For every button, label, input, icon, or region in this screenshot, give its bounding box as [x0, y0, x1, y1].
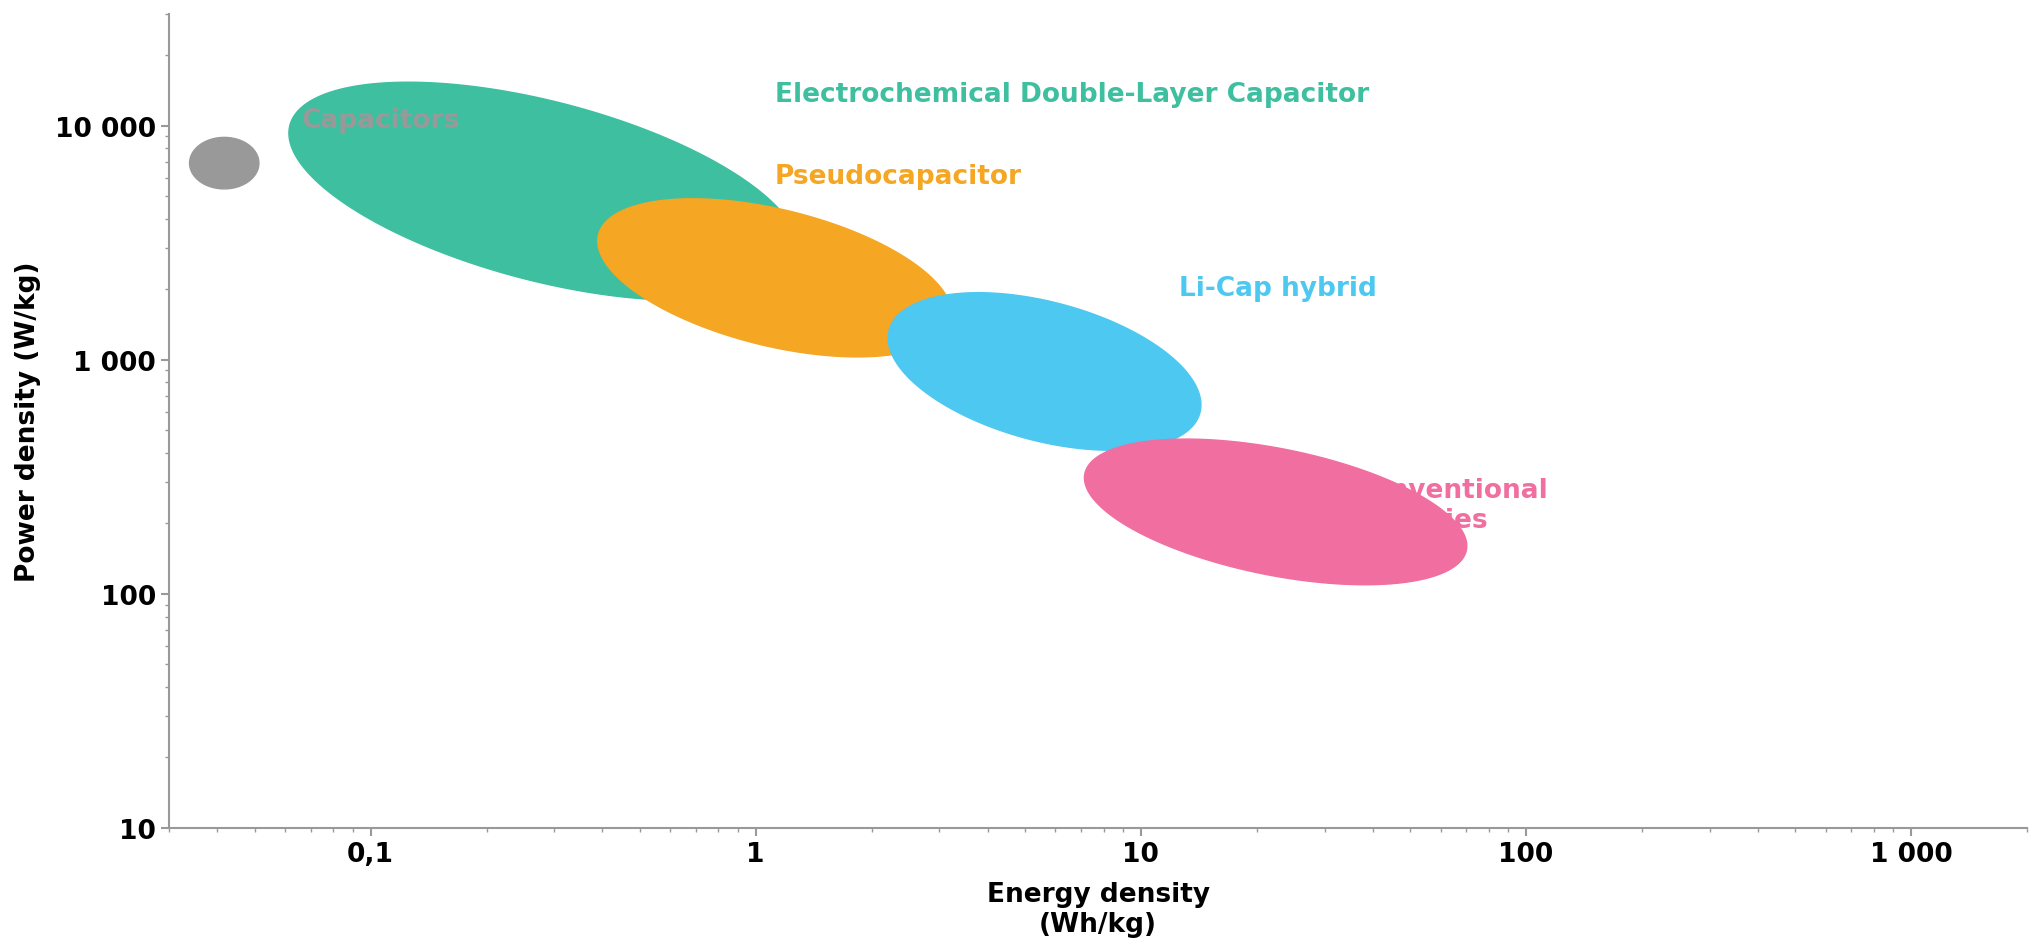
Text: Conventional
batteries: Conventional batteries: [1352, 477, 1548, 533]
Text: Pseudocapacitor: Pseudocapacitor: [776, 164, 1021, 189]
Text: Capacitors: Capacitors: [302, 108, 459, 133]
Polygon shape: [1084, 440, 1466, 585]
Y-axis label: Power density (W/kg): Power density (W/kg): [14, 262, 41, 582]
Polygon shape: [598, 200, 952, 358]
Text: Electrochemical Double-Layer Capacitor: Electrochemical Double-Layer Capacitor: [776, 82, 1368, 108]
X-axis label: Energy density
(Wh/kg): Energy density (Wh/kg): [986, 881, 1209, 937]
Polygon shape: [190, 138, 259, 189]
Text: Li-Cap hybrid: Li-Cap hybrid: [1180, 276, 1376, 302]
Polygon shape: [888, 293, 1201, 450]
Polygon shape: [288, 83, 798, 301]
